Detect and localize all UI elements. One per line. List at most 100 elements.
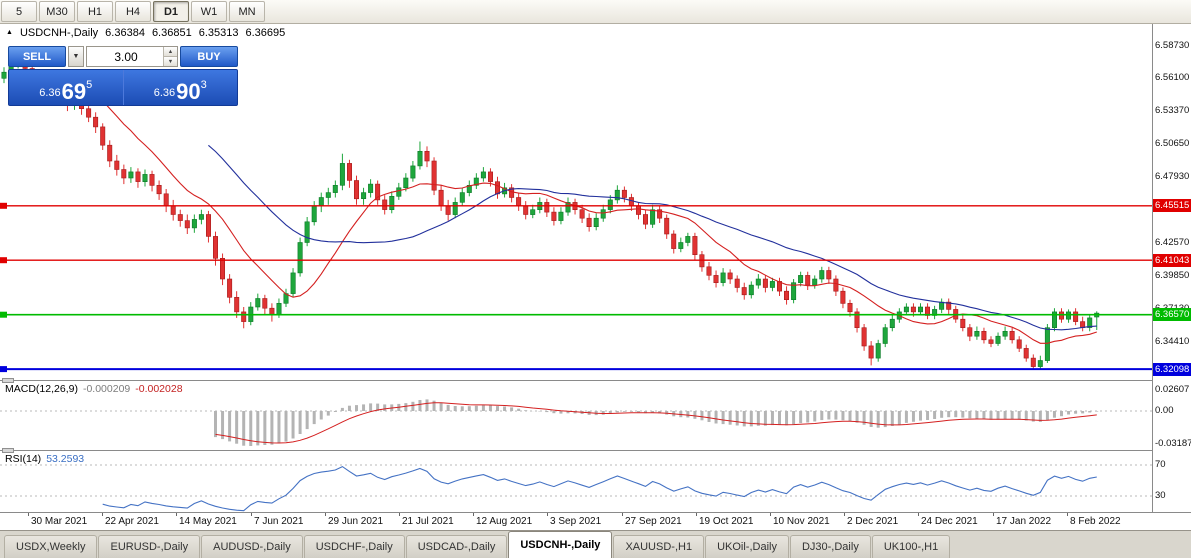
rsi-value: 53.2593 [46, 453, 85, 465]
timeframe-button-mn[interactable]: MN [229, 1, 265, 22]
date-label: 8 Feb 2022 [1070, 516, 1121, 527]
date-label: 14 May 2021 [179, 516, 237, 527]
timeframe-button-h4[interactable]: H4 [115, 1, 151, 22]
date-tick [547, 513, 548, 516]
chart-tab-dj30-daily[interactable]: DJ30-,Daily [789, 535, 871, 558]
buy-price-box[interactable]: 6.36 90 3 [123, 70, 237, 105]
line-left-marker [0, 202, 7, 209]
buy-price-sup: 3 [200, 79, 207, 91]
chart-title: ▲ USDCNH-,Daily 6.36384 6.36851 6.35313 … [6, 27, 285, 39]
macd-axis-label: 0.02607 [1155, 384, 1190, 395]
date-tick [1067, 513, 1068, 516]
sell-price-prefix: 6.36 [39, 87, 61, 99]
date-label: 10 Nov 2021 [773, 516, 830, 527]
chart-tab-uk100-h1[interactable]: UK100-,H1 [871, 535, 951, 558]
price-axis-label: 6.47930 [1155, 171, 1190, 182]
line-left-marker [0, 366, 7, 373]
price-axis[interactable]: 6.58730 6.56100 6.53370 6.50650 6.47930 6.425… [1152, 24, 1191, 512]
date-tick [473, 513, 474, 516]
pane-resize-grip[interactable] [2, 448, 14, 453]
buy-button[interactable]: BUY [180, 46, 238, 67]
price-line-badge: 6.45515 [1153, 199, 1191, 212]
price-axis-label: 6.50650 [1155, 138, 1190, 149]
macd-histogram [214, 399, 1099, 446]
chart-tab-ukoil-daily[interactable]: UKOil-,Daily [705, 535, 789, 558]
quote-panel: 6.36 69 5 6.36 90 3 [8, 69, 238, 106]
price-chart-canvas[interactable] [0, 24, 1152, 380]
line-left-marker [0, 257, 7, 264]
date-tick [918, 513, 919, 516]
chart-tab-audusd-daily[interactable]: AUDUSD-,Daily [201, 535, 303, 558]
date-tick [770, 513, 771, 516]
price-axis-label: 6.56100 [1155, 72, 1190, 83]
price-chart-pane: ▲ USDCNH-,Daily 6.36384 6.36851 6.35313 … [0, 24, 1152, 380]
date-label: 12 Aug 2021 [476, 516, 533, 527]
date-tick [399, 513, 400, 516]
date-label: 2 Dec 2021 [847, 516, 899, 527]
timeframe-button-m30[interactable]: M30 [39, 1, 75, 22]
volume-stepper: ▲ ▼ [163, 47, 177, 66]
price-axis-label: 6.58730 [1155, 40, 1190, 51]
rsi-canvas[interactable] [0, 452, 1152, 513]
chart-tab-usdchf-daily[interactable]: USDCHF-,Daily [303, 535, 405, 558]
moving-average-12 [81, 84, 1097, 344]
sell-price-box[interactable]: 6.36 69 5 [9, 70, 124, 105]
date-tick [28, 513, 29, 516]
date-tick [251, 513, 252, 516]
macd-axis-label: 0.00 [1155, 405, 1174, 416]
moving-average-30 [208, 144, 1097, 331]
price-axis-label: 6.39850 [1155, 270, 1190, 281]
chart-tab-usdx-weekly[interactable]: USDX,Weekly [4, 535, 98, 558]
rsi-label: RSI(14) 53.2593 [5, 453, 89, 465]
spin-up-icon[interactable]: ▲ [164, 47, 177, 57]
time-axis[interactable]: 30 Mar 2021 22 Apr 2021 14 May 2021 7 Jun 2… [0, 512, 1191, 530]
date-label: 21 Jul 2021 [402, 516, 454, 527]
collapse-icon[interactable]: ▲ [6, 28, 13, 36]
volume-input[interactable] [87, 47, 163, 66]
ohlc-close: 6.36695 [245, 27, 286, 39]
date-tick [176, 513, 177, 516]
rsi-name: RSI(14) [5, 453, 42, 465]
timeframe-button-5[interactable]: 5 [1, 1, 37, 22]
date-tick [102, 513, 103, 516]
price-line-badge: 6.32098 [1153, 363, 1191, 376]
chart-tab-usdcnh-daily[interactable]: USDCNH-,Daily [508, 531, 613, 558]
chart-tabs-bar: USDX,Weekly EURUSD-,Daily AUDUSD-,Daily USD… [0, 530, 1191, 558]
chart-tab-eurusd-daily[interactable]: EURUSD-,Daily [98, 535, 201, 558]
ohlc-high: 6.36851 [151, 27, 192, 39]
volume-dropdown-icon[interactable]: ▼ [68, 46, 84, 67]
rsi-line [102, 465, 1097, 512]
timeframe-toolbar: 5 M30 H1 H4 D1 W1 MN [0, 0, 1191, 24]
spin-down-icon[interactable]: ▼ [164, 57, 177, 66]
macd-canvas[interactable] [0, 382, 1152, 451]
date-tick [622, 513, 623, 516]
timeframe-button-h1[interactable]: H1 [77, 1, 113, 22]
volume-field: ▲ ▼ [86, 46, 178, 67]
sell-price-big: 69 [61, 79, 87, 104]
date-label: 27 Sep 2021 [625, 516, 682, 527]
date-label: 17 Jan 2022 [996, 516, 1052, 527]
chart-tab-xauusd-h1[interactable]: XAUUSD-,H1 [613, 535, 705, 558]
price-axis-label: 6.42570 [1155, 237, 1190, 248]
macd-name: MACD(12,26,9) [5, 383, 78, 395]
macd-value-signal: -0.002028 [135, 383, 183, 395]
chart-symbol-label: USDCNH-,Daily [19, 27, 99, 39]
macd-axis-label: -0.03187 [1155, 438, 1191, 449]
timeframe-button-d1[interactable]: D1 [153, 1, 189, 22]
pane-resize-grip[interactable] [2, 378, 14, 383]
timeframe-button-w1[interactable]: W1 [191, 1, 227, 22]
price-axis-label: 6.34410 [1155, 336, 1190, 347]
macd-indicator-pane: MACD(12,26,9) -0.000209 -0.002028 [0, 378, 1152, 451]
buy-price-prefix: 6.36 [153, 87, 176, 99]
date-tick [844, 513, 845, 516]
line-left-marker [0, 311, 7, 318]
price-line-badge: 6.36570 [1153, 308, 1191, 321]
sell-button[interactable]: SELL [8, 46, 66, 67]
date-label: 3 Sep 2021 [550, 516, 602, 527]
price-axis-label: 6.53370 [1155, 105, 1190, 116]
date-label: 7 Jun 2021 [254, 516, 304, 527]
chart-tab-usdcad-daily[interactable]: USDCAD-,Daily [405, 535, 508, 558]
rsi-axis-label: 30 [1155, 490, 1166, 501]
rsi-axis-label: 70 [1155, 459, 1166, 470]
date-label: 29 Jun 2021 [328, 516, 384, 527]
